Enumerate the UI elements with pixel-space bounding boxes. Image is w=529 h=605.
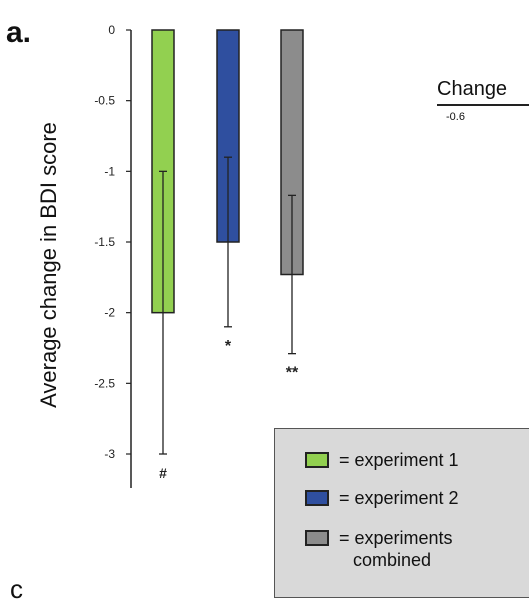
bottom-panel-letter: c: [10, 574, 23, 604]
legend-item-experiment-2: = experiment 2: [305, 487, 459, 509]
y-tick-label: -1.5: [94, 235, 115, 249]
legend-label: = experiment 2: [339, 488, 459, 508]
y-tick-label: -1: [104, 164, 115, 178]
legend-label-line2: combined: [353, 550, 432, 570]
y-tick-label: -0.5: [94, 94, 115, 108]
y-tick-label: 0: [108, 23, 115, 37]
significance-marker-2: *: [225, 338, 232, 355]
legend: = experiment 1 = experiment 2 = experime…: [274, 428, 529, 598]
legend-swatch-experiment-2: [305, 490, 329, 506]
legend-item-experiments-combined: = experiments combined: [305, 527, 453, 571]
legend-label: = experiment 1: [339, 450, 459, 470]
y-tick-label: -2: [104, 306, 115, 320]
y-tick-label: -2.5: [94, 376, 115, 390]
right-panel-underline: [437, 104, 529, 106]
significance-marker-3: **: [286, 365, 299, 382]
legend-label-line1: = experiments: [339, 528, 453, 548]
significance-marker-1: #: [159, 465, 167, 481]
legend-item-experiment-1: = experiment 1: [305, 449, 459, 471]
legend-swatch-experiments-combined: [305, 530, 329, 546]
right-panel-title: Change: [437, 78, 508, 100]
legend-label: = experiments combined: [339, 527, 453, 571]
panel-letter: a.: [6, 16, 32, 49]
bar-chart: 0-0.5-1-1.5-2-2.5-3#***: [94, 23, 304, 488]
legend-swatch-experiment-1: [305, 452, 329, 468]
right-panel-tick-label: -0.6: [446, 111, 465, 123]
y-tick-label: -3: [104, 447, 115, 461]
